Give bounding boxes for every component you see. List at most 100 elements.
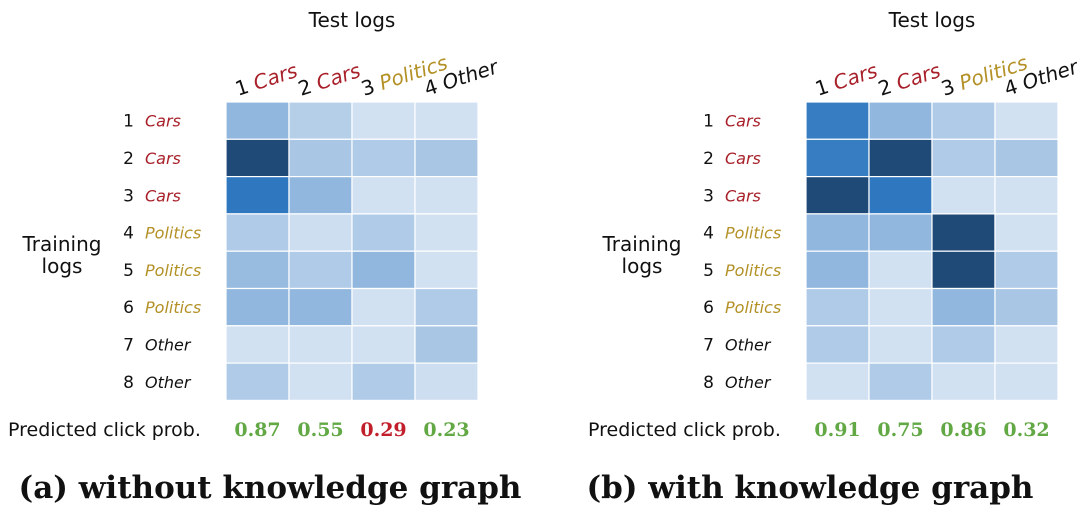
predicted-prob-value-a-3: 0.29 [360, 419, 406, 441]
row-category-a-1: Cars [145, 112, 181, 131]
predicted-prob-value-b-1: 0.91 [814, 419, 860, 441]
row-category-a-7: Other [145, 335, 192, 354]
heatmap-cell-b-r5c2 [868, 250, 933, 290]
row-category-b-5: Politics [725, 261, 781, 280]
heatmap-cell-b-r4c4 [994, 213, 1059, 252]
heatmap-cell-b-r4c3 [931, 213, 996, 252]
heatmap-cell-a-r3c1 [225, 176, 290, 215]
row-number-a-6: 6 [123, 298, 134, 318]
caption-b: (b) with knowledge graph [586, 470, 1034, 506]
row-category-a-2: Cars [145, 149, 181, 168]
row-category-b-8: Other [725, 373, 772, 392]
chart-title-a: Test logs [308, 8, 396, 32]
column-label-a-1: 1 Cars [232, 58, 300, 101]
heatmap-cell-b-r4c2 [868, 213, 933, 252]
heatmap-cell-b-r6c1 [805, 287, 870, 327]
caption-a: (a) without knowledge graph [18, 470, 522, 506]
row-number-b-5: 5 [703, 261, 714, 281]
heatmap-cell-b-r7c1 [805, 325, 870, 364]
heatmap-cell-a-r1c1 [225, 101, 290, 140]
heatmap-cell-a-r7c2 [288, 325, 353, 364]
heatmap-cell-b-r5c3 [931, 250, 996, 290]
heatmap-cell-a-r6c3 [351, 287, 416, 327]
row-category-b-1: Cars [725, 112, 761, 131]
predicted-prob-label-b: Predicted click prob. [588, 419, 781, 441]
heatmap-cell-a-r6c2 [288, 287, 353, 327]
row-number-b-3: 3 [703, 186, 714, 206]
heatmap-cell-a-r3c3 [351, 176, 416, 215]
heatmap-cell-a-r1c3 [351, 101, 416, 140]
row-number-b-7: 7 [703, 335, 714, 355]
row-category-b-7: Other [725, 335, 772, 354]
row-number-b-6: 6 [703, 298, 714, 318]
heatmap-cell-a-r8c2 [288, 362, 353, 402]
heatmap-cell-a-r7c1 [225, 325, 290, 364]
heatmap-cell-a-r8c4 [414, 362, 479, 402]
column-label-a-2: 2 Cars [295, 58, 363, 101]
heatmap-cell-b-r8c4 [994, 362, 1059, 402]
heatmap-cell-b-r1c3 [931, 101, 996, 140]
heatmap-cell-b-r2c3 [931, 138, 996, 178]
row-number-a-5: 5 [123, 261, 134, 281]
column-label-b-1: 1 Cars [812, 58, 880, 101]
heatmap-cell-b-r7c2 [868, 325, 933, 364]
heatmap-cell-a-r5c3 [351, 250, 416, 290]
predicted-prob-label-a: Predicted click prob. [8, 419, 201, 441]
heatmap-cell-b-r5c4 [994, 250, 1059, 290]
heatmap-cell-a-r8c3 [351, 362, 416, 402]
heatmap-cell-b-r5c1 [805, 250, 870, 290]
heatmap-cell-a-r5c4 [414, 250, 479, 290]
heatmap-cell-a-r3c2 [288, 176, 353, 215]
heatmap-cell-a-r6c4 [414, 287, 479, 327]
row-number-a-2: 2 [123, 149, 134, 169]
row-number-b-8: 8 [703, 373, 714, 393]
heatmap-cell-b-r2c4 [994, 138, 1059, 178]
heatmap-cell-a-r5c1 [225, 250, 290, 290]
heatmap-cell-a-r2c1 [225, 138, 290, 178]
heatmap-cell-a-r3c4 [414, 176, 479, 215]
heatmap-cell-b-r3c1 [805, 176, 870, 215]
row-number-a-8: 8 [123, 373, 134, 393]
row-category-a-8: Other [145, 373, 192, 392]
heatmap-cell-b-r7c3 [931, 325, 996, 364]
heatmap-cell-b-r6c4 [994, 287, 1059, 327]
panel-b: Test logs 1 Cars 2 Cars 3 Politics 4 Other 1 C… [540, 0, 1080, 526]
row-number-b-4: 4 [703, 224, 714, 244]
heatmap-cell-b-r1c1 [805, 101, 870, 140]
heatmap-cell-a-r7c4 [414, 325, 479, 364]
chart-title-b: Test logs [888, 8, 976, 32]
predicted-prob-value-b-4: 0.32 [1003, 419, 1049, 441]
heatmap-cell-b-r6c2 [868, 287, 933, 327]
heatmap-cell-b-r1c2 [868, 101, 933, 140]
heatmap-cell-b-r6c3 [931, 287, 996, 327]
heatmap-cell-b-r8c1 [805, 362, 870, 402]
row-category-b-3: Cars [725, 186, 761, 205]
predicted-prob-value-b-2: 0.75 [877, 419, 923, 441]
row-number-a-4: 4 [123, 224, 134, 244]
row-category-a-3: Cars [145, 186, 181, 205]
heatmap-cell-a-r4c1 [225, 213, 290, 252]
heatmap-cell-a-r4c3 [351, 213, 416, 252]
heatmap-cell-b-r3c3 [931, 176, 996, 215]
heatmap-cell-a-r7c3 [351, 325, 416, 364]
heatmap-cell-b-r2c2 [868, 138, 933, 178]
heatmap-cell-b-r3c4 [994, 176, 1059, 215]
row-category-b-6: Politics [725, 298, 781, 317]
heatmap-cell-b-r8c3 [931, 362, 996, 402]
row-category-b-4: Politics [725, 224, 781, 243]
heatmap-cell-a-r2c2 [288, 138, 353, 178]
y-axis-label-b: Training logs [602, 232, 682, 278]
panel-a: Test logs 1 Cars 2 Cars 3 Politics 4 Other 1 C… [8, 8, 522, 506]
heatmap-cell-a-r6c1 [225, 287, 290, 327]
row-number-a-7: 7 [123, 335, 134, 355]
heatmap-cell-a-r8c1 [225, 362, 290, 402]
heatmap-cell-a-r1c4 [414, 101, 479, 140]
heatmap-cell-b-r7c4 [994, 325, 1059, 364]
row-number-b-1: 1 [703, 112, 714, 132]
heatmap-cell-b-r1c4 [994, 101, 1059, 140]
heatmap-cell-a-r4c4 [414, 213, 479, 252]
heatmap-cell-a-r5c2 [288, 250, 353, 290]
heatmap-cell-b-r3c2 [868, 176, 933, 215]
row-category-a-6: Politics [145, 298, 201, 317]
